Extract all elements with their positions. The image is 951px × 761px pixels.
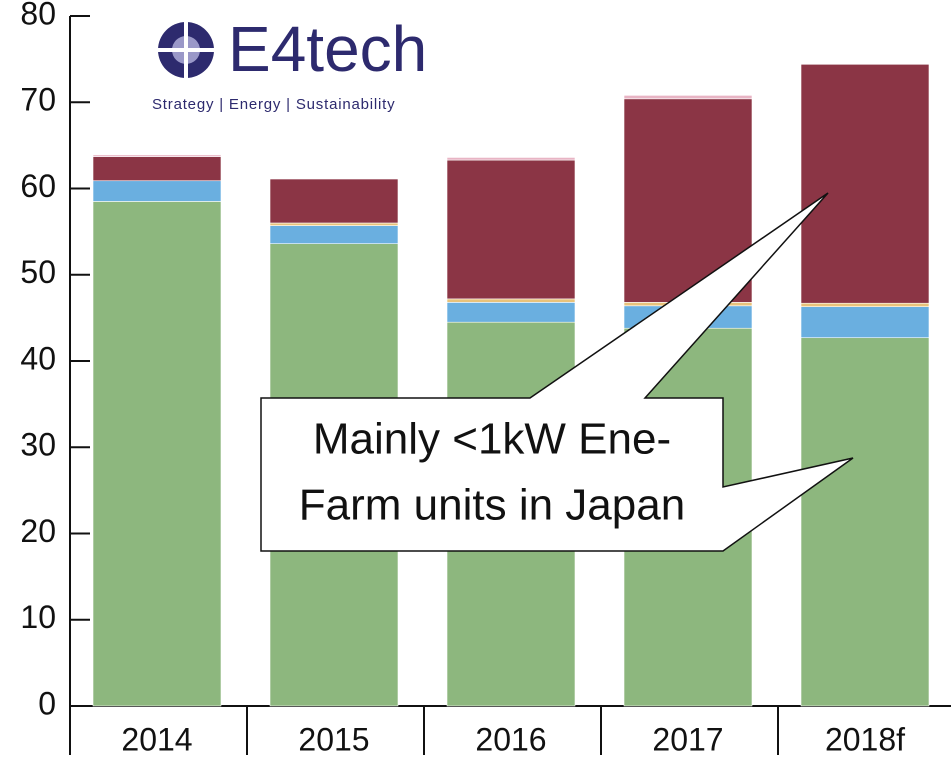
bar-segment — [92, 201, 222, 707]
bar-segment — [92, 180, 222, 202]
x-tick-label: 2018f — [825, 721, 905, 757]
y-tick-label: 0 — [38, 685, 56, 721]
bar-segment — [446, 302, 576, 323]
bar-segment — [446, 157, 576, 161]
bar-segment — [446, 298, 576, 303]
x-tick-label: 2016 — [475, 721, 546, 757]
y-tick-label: 80 — [20, 0, 56, 31]
bar-segment — [446, 159, 576, 300]
x-tick-label: 2014 — [121, 721, 192, 757]
bar-segment — [92, 154, 222, 157]
callout-box — [260, 192, 854, 552]
x-tick-label: 2015 — [298, 721, 369, 757]
bar-segment — [92, 156, 222, 182]
bar-segment — [623, 95, 753, 100]
callout-text: Mainly <1kW Ene- — [313, 415, 671, 464]
bar-segment — [269, 225, 399, 244]
y-tick-label: 40 — [20, 340, 56, 376]
bar-segment — [800, 306, 930, 339]
logo-icon-cross — [158, 22, 214, 78]
bar-segment — [269, 222, 399, 226]
callout-text: Farm units in Japan — [299, 481, 685, 530]
y-tick-label: 70 — [20, 82, 56, 118]
y-tick-label: 50 — [20, 254, 56, 290]
plot: 0 10 20 30 40 50 60 70 80 2014 2015 2016 2017 2018f — [20, 0, 951, 757]
bar-segment — [800, 64, 930, 304]
y-tick-label: 10 — [20, 599, 56, 635]
y-tick-label: 60 — [20, 168, 56, 204]
bar-segment — [800, 302, 930, 307]
callout: Mainly <1kW Ene- Farm units in Japan — [260, 192, 854, 552]
logo-name: E4tech — [228, 13, 427, 85]
logo-tagline: Strategy | Energy | Sustainability — [152, 96, 395, 113]
logo: E4tech Strategy | Energy | Sustainabilit… — [152, 13, 427, 113]
y-tick-label: 20 — [20, 513, 56, 549]
bar-segment — [800, 337, 930, 707]
bar-segment — [269, 178, 399, 224]
x-tick-label: 2017 — [652, 721, 723, 757]
y-tick-label: 30 — [20, 427, 56, 463]
